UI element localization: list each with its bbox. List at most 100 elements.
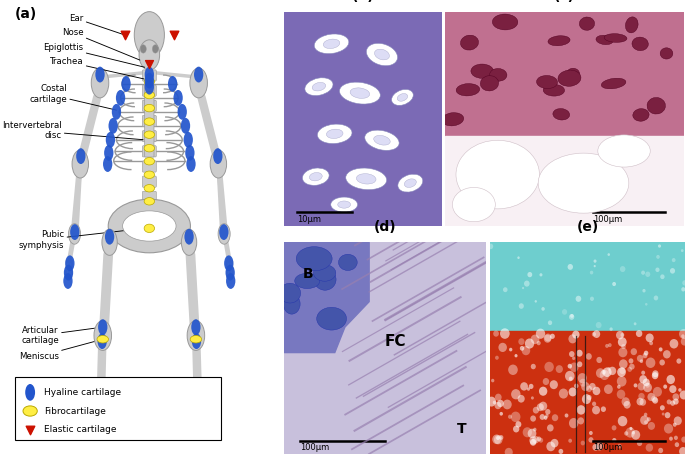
Ellipse shape: [144, 158, 155, 165]
Circle shape: [508, 364, 518, 375]
Circle shape: [672, 258, 675, 262]
Circle shape: [494, 435, 503, 445]
Ellipse shape: [601, 78, 626, 89]
Circle shape: [104, 145, 114, 161]
Circle shape: [577, 361, 582, 367]
Circle shape: [520, 382, 528, 391]
Circle shape: [569, 351, 575, 357]
Ellipse shape: [493, 14, 518, 30]
Text: Intervertebral
disc: Intervertebral disc: [2, 121, 143, 140]
FancyBboxPatch shape: [142, 146, 156, 157]
Circle shape: [513, 425, 519, 432]
Circle shape: [580, 379, 587, 387]
Circle shape: [681, 337, 685, 346]
Polygon shape: [284, 242, 369, 353]
Circle shape: [667, 399, 671, 404]
Circle shape: [658, 448, 663, 453]
Ellipse shape: [323, 39, 340, 48]
Circle shape: [667, 375, 675, 384]
Circle shape: [587, 395, 592, 400]
Ellipse shape: [144, 131, 155, 138]
Circle shape: [656, 267, 660, 272]
Circle shape: [184, 229, 194, 245]
Text: Epiglottis: Epiglottis: [43, 43, 145, 67]
Text: (a): (a): [15, 7, 37, 21]
Circle shape: [589, 383, 596, 390]
Circle shape: [116, 90, 125, 106]
FancyBboxPatch shape: [142, 100, 156, 111]
Circle shape: [519, 303, 524, 309]
Ellipse shape: [97, 336, 108, 343]
Circle shape: [603, 367, 612, 377]
Circle shape: [72, 150, 88, 178]
Circle shape: [593, 260, 597, 263]
Circle shape: [515, 421, 521, 428]
Ellipse shape: [598, 135, 650, 167]
FancyBboxPatch shape: [142, 176, 156, 187]
Text: 100μm: 100μm: [301, 443, 329, 452]
Circle shape: [673, 398, 679, 404]
Ellipse shape: [144, 104, 155, 112]
Circle shape: [581, 382, 590, 391]
Circle shape: [643, 378, 650, 386]
Circle shape: [608, 367, 610, 370]
Text: Trachea: Trachea: [50, 57, 144, 79]
Circle shape: [568, 364, 572, 369]
Circle shape: [517, 256, 520, 259]
Circle shape: [105, 229, 114, 245]
Circle shape: [679, 329, 685, 339]
Ellipse shape: [346, 168, 386, 190]
Point: [169, 31, 179, 39]
FancyBboxPatch shape: [142, 85, 156, 96]
Circle shape: [541, 307, 545, 311]
Ellipse shape: [312, 82, 325, 91]
Text: Hyaline cartilage: Hyaline cartilage: [44, 388, 121, 397]
Circle shape: [499, 435, 503, 440]
Ellipse shape: [490, 69, 507, 81]
Circle shape: [505, 448, 513, 457]
Circle shape: [540, 414, 545, 420]
Circle shape: [539, 387, 547, 396]
Ellipse shape: [480, 75, 499, 91]
Circle shape: [94, 321, 112, 350]
Circle shape: [491, 379, 495, 382]
Circle shape: [663, 350, 671, 358]
Ellipse shape: [538, 153, 629, 213]
Text: Pubic
symphysis: Pubic symphysis: [19, 228, 143, 250]
Circle shape: [487, 397, 496, 406]
Circle shape: [681, 334, 685, 338]
Circle shape: [676, 358, 682, 364]
Circle shape: [624, 431, 628, 436]
Circle shape: [529, 384, 534, 389]
Circle shape: [619, 367, 625, 374]
Circle shape: [632, 431, 635, 434]
Circle shape: [569, 314, 574, 320]
Circle shape: [625, 427, 635, 438]
Circle shape: [210, 150, 227, 178]
Circle shape: [581, 441, 585, 445]
Circle shape: [572, 356, 575, 360]
Circle shape: [511, 389, 521, 399]
Ellipse shape: [375, 49, 390, 60]
Ellipse shape: [317, 124, 352, 144]
Text: (c): (c): [554, 0, 575, 3]
Circle shape: [641, 370, 645, 375]
Circle shape: [616, 331, 624, 339]
Circle shape: [620, 266, 625, 272]
Ellipse shape: [632, 37, 648, 51]
Circle shape: [569, 439, 572, 443]
Circle shape: [644, 420, 648, 425]
Circle shape: [523, 427, 532, 437]
Circle shape: [612, 438, 616, 443]
Ellipse shape: [553, 109, 570, 120]
Circle shape: [652, 372, 658, 379]
Circle shape: [192, 333, 201, 349]
Circle shape: [682, 437, 685, 443]
Circle shape: [608, 367, 616, 375]
Circle shape: [647, 417, 651, 421]
Ellipse shape: [596, 35, 613, 45]
Text: Costal
cartilage: Costal cartilage: [29, 84, 116, 110]
Circle shape: [593, 444, 599, 451]
Circle shape: [500, 329, 510, 339]
Circle shape: [539, 402, 547, 411]
